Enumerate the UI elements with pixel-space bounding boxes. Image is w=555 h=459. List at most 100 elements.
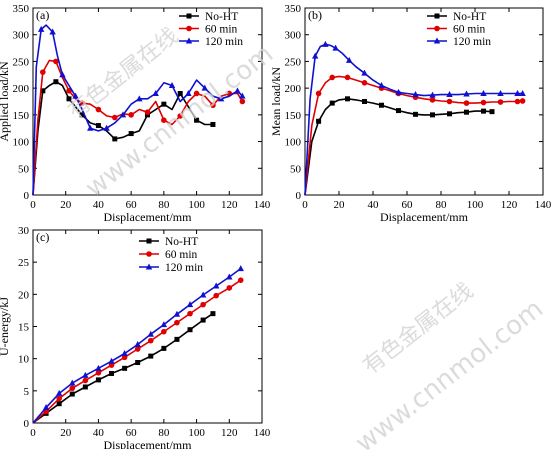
panel-1-series-2-point [429, 91, 436, 98]
panel-0-series-2-point [217, 95, 225, 102]
panel-0-series-0-point [112, 136, 118, 142]
panel-1-series-1-point [519, 98, 526, 104]
panel-0-frame [32, 7, 263, 196]
panel-0-series-1-point [79, 100, 85, 106]
panel-1-series-0-point [447, 111, 452, 117]
panel-2-xtick-label: 100 [188, 427, 205, 439]
panel-1-legend-marker-2 [433, 37, 441, 44]
panel-0-ylabel: Applied load/kN [0, 61, 11, 142]
panel-0-series-1-point [40, 69, 46, 75]
panel-1-label: (b) [308, 8, 322, 22]
panel-0-series-2-point [37, 25, 45, 32]
panel-0-xtick-label: 120 [221, 199, 238, 211]
panel-2-series-0-point [122, 365, 128, 371]
panel-1-xtick-label: 80 [436, 199, 448, 211]
panel-0-series-0-point [66, 96, 72, 102]
panel-2-series-1-point [56, 395, 62, 402]
panel-1-legend-text-1: 60 min [453, 24, 486, 36]
panel-2-series-2-point [147, 330, 154, 337]
panel-1-series-0-point [489, 109, 495, 115]
panel-1-series-2-point [332, 44, 339, 51]
panel-2-series-2-point [226, 273, 233, 280]
panel-1-legend-text-0: No-HT [453, 11, 486, 23]
panel-1-ylabel: Mean load/kN [269, 67, 283, 136]
panel-0-xtick-label: 100 [188, 199, 205, 211]
panel-0-series-1-point [111, 114, 118, 121]
panel-2-series-2-point [199, 291, 207, 298]
panel-0-label: (a) [36, 8, 49, 22]
panel-2-series-1-point [95, 370, 102, 376]
panel-2-frame [32, 229, 263, 424]
panel-0-series-0-point [53, 79, 59, 85]
panel-2-legend-marker-2 [145, 263, 153, 270]
panel-2-ytick-label: 30 [18, 225, 30, 237]
panel-0-series-2-point [185, 89, 192, 96]
panel-0-xtick-label: 40 [93, 199, 105, 211]
panel-1-series-0-point [430, 112, 435, 118]
panel-2-xtick-label: 20 [60, 427, 72, 439]
panel-2-series-1-point [174, 319, 180, 326]
panel-1-series-1-point [315, 90, 322, 97]
panel-2-series-0-point [109, 370, 115, 376]
panel-1-series-2-line [304, 43, 523, 196]
panel-1-series-2-point [463, 90, 470, 97]
panel-0-series-0-line [32, 80, 213, 196]
panel-2-series-2-point [55, 389, 63, 396]
panel-2-series-2-point [134, 341, 141, 348]
panel-1-ytick-label: 0 [296, 190, 302, 202]
panel-0-series-2-point [103, 124, 110, 131]
panel-1-series-1-point [344, 74, 351, 81]
panel-2-xtick-label: 0 [30, 427, 36, 439]
panel-1-ytick-label: 250 [285, 56, 302, 68]
panel-0-series-1-point [53, 58, 59, 65]
panel-0-series-2-point [59, 71, 66, 78]
panel-2-xtick-label: 80 [158, 427, 170, 439]
panel-1-series-1 [304, 74, 526, 196]
panel-0-ytick-label: 150 [13, 110, 30, 122]
panel-0-xtick-label: 80 [158, 199, 170, 211]
panel-1-ytick-label: 150 [285, 110, 302, 122]
panel-2-series-2-point [213, 282, 220, 289]
panel-2-xtick-label: 40 [93, 427, 105, 439]
panel-2-series-0-point [56, 401, 62, 407]
panel-2-legend-text-0: No-HT [165, 236, 198, 248]
panel-1-series-0-point [316, 118, 322, 124]
panel-2-legend-text-2: 120 min [165, 262, 203, 274]
panel-1-series-2-point [412, 91, 419, 98]
panel-2-series-1-point [200, 301, 206, 308]
panel-1-xlabel: Displacement/mm [380, 210, 469, 224]
panel-2-series-2-point [69, 379, 76, 386]
panel-1-series-1-point [480, 99, 487, 106]
panel-2-xtick-label: 140 [254, 427, 271, 439]
panel-2-series-1-point [213, 292, 219, 299]
panel-2-series-2-point [42, 404, 50, 411]
panel-0-series-0-point [40, 88, 46, 94]
panel-2-series-0-point [200, 317, 206, 323]
panel-1-xtick-label: 20 [334, 199, 346, 211]
panel-2-ytick-label: 10 [18, 354, 30, 366]
panel-1-ytick-label: 100 [285, 137, 302, 149]
panel-2-series-2-point [108, 357, 115, 364]
panel-1-series-1-line [304, 75, 523, 196]
panel-2-series-0 [32, 311, 216, 424]
panel-0-ytick-label: 0 [24, 190, 30, 202]
panel-1-series-0-point [464, 109, 469, 115]
panel-0-series-0-point [194, 117, 200, 123]
panel-0-xtick-label: 20 [60, 199, 72, 211]
panel-1-series-1-point [514, 98, 521, 105]
panel-1-legend-marker-1 [434, 25, 440, 32]
panel-1-series-0 [304, 96, 495, 196]
panel-2-label: (c) [36, 230, 49, 244]
panel-1-series-0-point [345, 96, 350, 102]
panel-1-series-0-point [329, 100, 335, 106]
panel-2-ylabel: U-energy/kJ [0, 297, 11, 356]
panel-2-series-0-point [210, 311, 216, 317]
panel-0-legend-text-0: No-HT [205, 11, 238, 23]
panel-2-xtick-label: 120 [221, 427, 238, 439]
panel-0-ytick-label: 100 [13, 137, 30, 149]
panel-2-ytick-label: 0 [24, 418, 30, 430]
panel-2-series-2-point [95, 364, 102, 371]
panel-0-series-0 [32, 79, 216, 196]
panel-1-series-2-point [519, 89, 526, 96]
panel-2-legend-marker-0 [146, 238, 152, 244]
